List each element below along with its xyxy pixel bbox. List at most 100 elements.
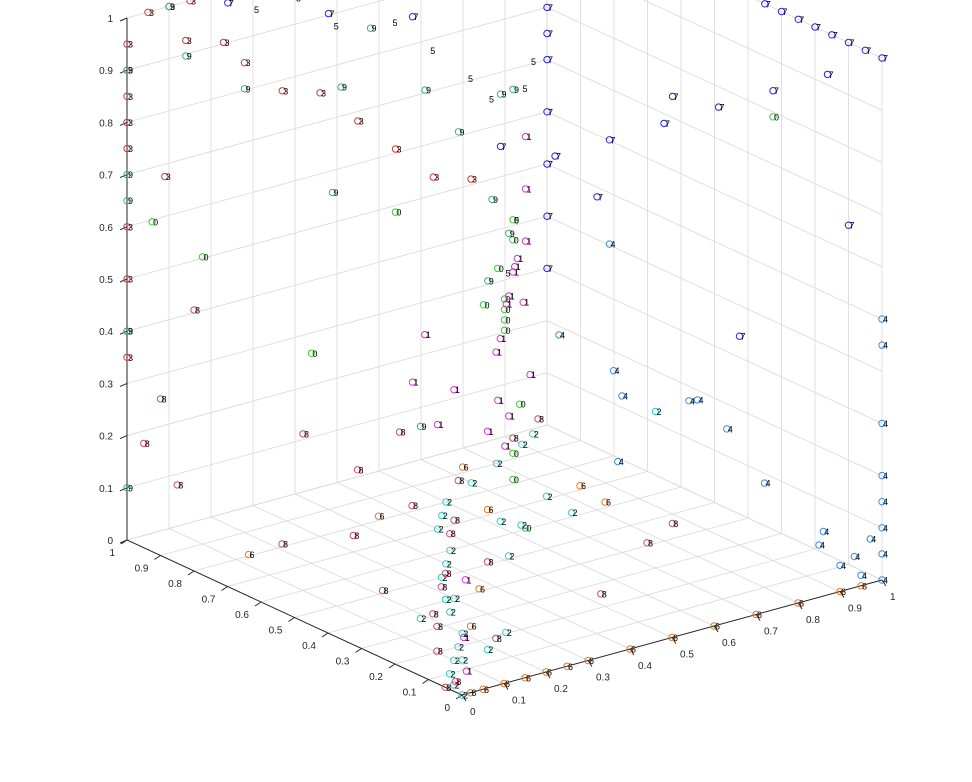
gridline-floor-x xyxy=(546,424,883,581)
point-digit-2: 2 xyxy=(446,608,456,618)
point-label: 2 xyxy=(443,573,448,583)
point-digit-0: 0 xyxy=(479,300,490,310)
point-label: 4 xyxy=(699,395,704,405)
point-label: 3 xyxy=(472,175,477,185)
point-label: 7 xyxy=(548,55,553,65)
point-marker xyxy=(844,221,853,229)
point-digit-1: 1 xyxy=(461,575,471,585)
point-digit-8: 8 xyxy=(451,677,461,687)
point-digit-2: 2 xyxy=(651,407,662,417)
point-digit-4: 4 xyxy=(723,424,733,434)
point-digit-7: 7 xyxy=(878,54,888,64)
gridline-yz-horizontal xyxy=(642,0,883,111)
point-marker xyxy=(458,691,466,699)
point-label: 8 xyxy=(446,683,451,693)
z-tick xyxy=(119,278,128,283)
point-label: 0 xyxy=(774,112,779,122)
point-digit-5: 5 xyxy=(430,46,435,56)
point-marker xyxy=(543,264,551,273)
point-marker xyxy=(454,128,463,136)
gridline-floor-x xyxy=(462,447,799,604)
point-label: 4 xyxy=(728,424,733,434)
point-digit-1: 1 xyxy=(408,378,419,388)
point-label: 6 xyxy=(547,668,552,678)
point-label: 7 xyxy=(674,92,679,102)
point-digit-7: 7 xyxy=(735,332,746,342)
point-digit-3: 3 xyxy=(240,58,251,68)
point-marker xyxy=(461,576,470,584)
point-digit-1: 1 xyxy=(526,370,536,380)
point-digit-1: 1 xyxy=(521,132,532,142)
point-label: 1 xyxy=(414,378,419,388)
point-label: 5 xyxy=(254,5,259,15)
point-label: 7 xyxy=(598,192,603,202)
point-digit-8: 8 xyxy=(597,589,607,599)
z-tick-label: 0.4 xyxy=(99,327,113,338)
point-label: 1 xyxy=(527,184,532,194)
point-label: 7 xyxy=(783,7,788,17)
point-label: 4 xyxy=(824,527,829,537)
point-marker xyxy=(278,87,286,95)
point-label: 8 xyxy=(648,538,653,548)
point-marker xyxy=(156,395,165,403)
point-digit-2: 2 xyxy=(458,691,468,701)
point-label: 9 xyxy=(128,483,133,493)
point-digit-1: 1 xyxy=(502,300,512,310)
point-label: 0 xyxy=(506,305,511,315)
point-label: 1 xyxy=(426,330,431,340)
point-digit-6: 6 xyxy=(710,622,720,632)
point-marker xyxy=(761,0,769,8)
point-digit-0: 0 xyxy=(509,235,519,245)
point-digit-5: 5 xyxy=(468,74,473,84)
point-label: 4 xyxy=(690,396,695,406)
point-label: 2 xyxy=(657,407,662,417)
gridline-floor-y xyxy=(294,502,715,618)
point-digit-4: 4 xyxy=(878,523,888,533)
point-label: 9 xyxy=(128,196,133,206)
point-label: 9 xyxy=(128,170,133,180)
point-label: 1 xyxy=(507,300,512,310)
point-digit-4: 4 xyxy=(878,549,888,559)
point-digit-5: 5 xyxy=(296,0,301,4)
point-marker xyxy=(123,170,131,179)
y-tick xyxy=(422,679,429,684)
point-label: 0 xyxy=(514,475,519,485)
y-tick-label: 0 xyxy=(444,703,450,714)
point-marker xyxy=(123,40,131,48)
point-digit-4: 4 xyxy=(878,341,888,351)
point-marker xyxy=(723,425,731,433)
point-label: 4 xyxy=(560,330,565,340)
point-digit-6: 6 xyxy=(563,662,573,672)
point-marker xyxy=(441,683,449,691)
point-digit-6: 6 xyxy=(475,584,485,594)
point-label: 3 xyxy=(212,0,217,1)
point-label: 4 xyxy=(615,366,620,376)
gridline-floor-y xyxy=(260,486,682,603)
y-tick-label: 0.5 xyxy=(269,626,283,637)
point-digit-1: 1 xyxy=(496,334,506,344)
point-label: 8 xyxy=(447,569,452,579)
point-digit-2: 2 xyxy=(458,629,468,639)
point-digit-9: 9 xyxy=(454,127,465,137)
point-digit-3: 3 xyxy=(144,8,154,18)
point-marker xyxy=(794,15,802,23)
z-tick-label: 0.1 xyxy=(99,484,113,495)
point-label: 5 xyxy=(514,215,519,225)
point-digit-1: 1 xyxy=(521,184,532,194)
point-digit-7: 7 xyxy=(605,135,616,145)
point-label: 3 xyxy=(149,8,154,18)
point-label: 6 xyxy=(589,656,594,666)
point-digit-2: 2 xyxy=(442,498,452,508)
point-marker xyxy=(515,400,524,408)
point-marker xyxy=(521,185,530,193)
point-label: 1 xyxy=(524,298,529,308)
point-label: 8 xyxy=(602,589,607,599)
point-label: 7 xyxy=(229,0,234,8)
x-tick-label: 0.5 xyxy=(680,650,694,661)
point-marker xyxy=(811,23,819,31)
point-label: 0 xyxy=(153,217,158,227)
point-digit-0: 0 xyxy=(198,252,209,262)
point-label: 8 xyxy=(283,540,288,550)
point-label: 6 xyxy=(631,645,636,655)
point-digit-2: 2 xyxy=(454,642,464,652)
